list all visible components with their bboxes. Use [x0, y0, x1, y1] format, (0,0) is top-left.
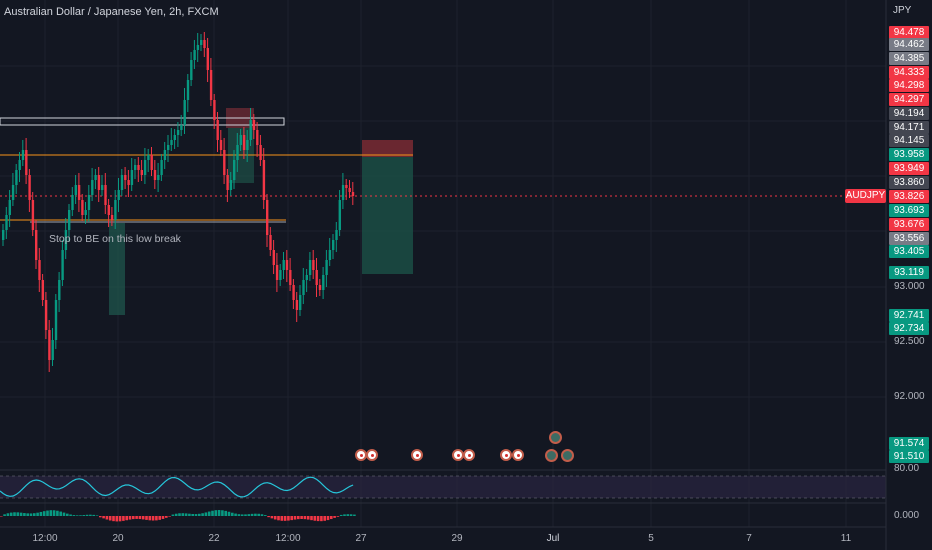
price-tag: 93.693 — [889, 204, 929, 217]
price-tag: 93.949 — [889, 162, 929, 175]
time-axis-label: 22 — [208, 533, 220, 544]
price-tag: 94.333 — [889, 66, 929, 79]
price-tag: 94.194 — [889, 107, 929, 120]
axis-price-label: 0.000 — [894, 510, 920, 521]
currency-label: JPY — [893, 5, 912, 16]
price-tag: 92.741 — [889, 309, 929, 322]
price-tag: 94.297 — [889, 93, 929, 106]
chart-annotation[interactable]: Stop to BE on this low break — [49, 233, 181, 245]
event-icon[interactable] — [366, 449, 378, 461]
price-tag: 94.145 — [889, 134, 929, 147]
time-axis-label: 5 — [648, 533, 654, 544]
dividend-icon[interactable] — [561, 449, 574, 462]
time-axis-label: 12:00 — [275, 533, 301, 544]
axis-price-label: 92.500 — [894, 336, 925, 347]
grid-lines — [0, 0, 886, 527]
price-tag: 93.676 — [889, 218, 929, 231]
price-tag: 94.385 — [889, 52, 929, 65]
price-tag: 94.478 — [889, 26, 929, 39]
price-tag: 93.556 — [889, 232, 929, 245]
price-tag: 94.298 — [889, 79, 929, 92]
price-tag: 91.574 — [889, 437, 929, 450]
axis-price-label: 93.000 — [894, 281, 925, 292]
time-axis-label: 12:00 — [32, 533, 58, 544]
risk-zone — [362, 140, 413, 157]
rsi-line — [0, 476, 354, 498]
candlesticks — [2, 32, 355, 372]
axis-price-label: 92.000 — [894, 391, 925, 402]
time-axis-label: 29 — [451, 533, 463, 544]
price-tag: 94.462 — [889, 38, 929, 51]
time-axis-label: 7 — [746, 533, 752, 544]
time-axis-label: 11 — [840, 533, 852, 544]
event-icon[interactable] — [411, 449, 423, 461]
price-tag: 93.860 — [889, 176, 929, 189]
price-tag: 93.405 — [889, 245, 929, 258]
resistance-box[interactable] — [0, 117, 285, 126]
dividend-icon[interactable] — [549, 431, 562, 444]
price-tag: 91.510 — [889, 450, 929, 463]
rsi-band — [0, 476, 886, 498]
axis-price-label: 80.00 — [894, 463, 920, 474]
price-tag: 93.119 — [889, 266, 929, 279]
price-tag: 92.734 — [889, 322, 929, 335]
macd-histogram — [0, 510, 356, 522]
time-axis-label: 20 — [112, 533, 124, 544]
dividend-icon[interactable] — [545, 449, 558, 462]
price-tag: 93.958 — [889, 148, 929, 161]
long-zone — [109, 223, 125, 315]
time-axis-label: Jul — [546, 533, 560, 544]
symbol-title: Australian Dollar / Japanese Yen, 2h, FX… — [4, 6, 219, 18]
event-icon[interactable] — [500, 449, 512, 461]
time-axis-label: 27 — [355, 533, 367, 544]
price-tag: 94.171 — [889, 121, 929, 134]
event-icon[interactable] — [512, 449, 524, 461]
reward-zone — [362, 157, 413, 274]
event-icon[interactable] — [463, 449, 475, 461]
price-tag: 93.826 — [889, 190, 929, 203]
current-symbol-badge: AUDJPY — [845, 189, 886, 203]
